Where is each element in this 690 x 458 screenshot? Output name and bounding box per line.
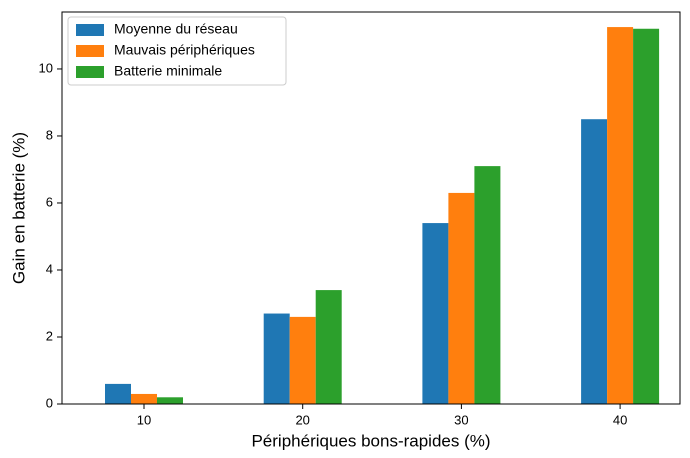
y-axis-title: Gain en batterie (%): [9, 132, 28, 284]
bar: [633, 28, 660, 404]
bar: [289, 316, 316, 404]
y-tick-label: 4: [46, 261, 53, 276]
y-tick-label: 10: [39, 60, 53, 75]
x-axis-title: Périphériques bons-rapides (%): [251, 431, 490, 450]
y-tick-label: 2: [46, 328, 53, 343]
legend-swatch: [76, 45, 104, 57]
bar: [581, 119, 608, 404]
x-tick-label: 20: [295, 412, 309, 427]
bar: [607, 27, 634, 404]
bar: [263, 313, 290, 404]
y-tick-label: 8: [46, 127, 53, 142]
legend-label: Moyenne du réseau: [114, 21, 238, 37]
bar: [131, 393, 157, 404]
y-tick-label: 0: [46, 395, 53, 410]
legend-label: Batterie minimale: [114, 63, 222, 79]
bar: [474, 166, 501, 404]
bar: [315, 290, 342, 404]
bar: [448, 192, 475, 404]
legend-label: Mauvais périphériques: [114, 42, 255, 58]
x-tick-label: 30: [454, 412, 468, 427]
bar: [157, 397, 183, 404]
x-tick-label: 10: [137, 412, 151, 427]
bar: [105, 383, 131, 404]
legend-swatch: [76, 24, 104, 36]
legend-swatch: [76, 66, 104, 78]
x-tick-label: 40: [613, 412, 627, 427]
legend-box: [67, 16, 287, 86]
bar: [422, 223, 449, 404]
y-tick-label: 6: [46, 194, 53, 209]
plot-frame: [61, 11, 681, 405]
